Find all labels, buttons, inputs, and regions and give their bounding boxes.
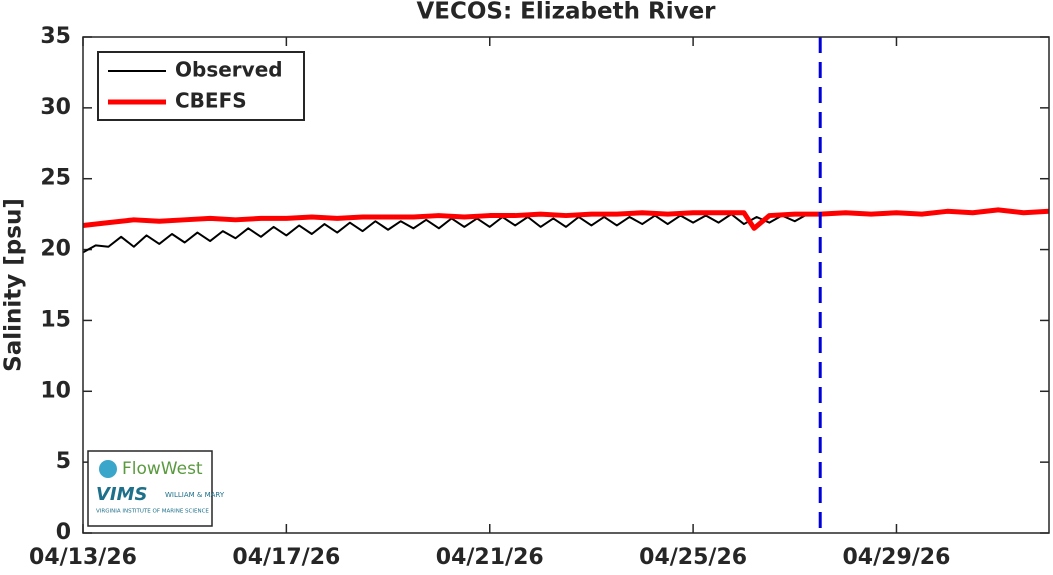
y-tick-label: 0: [56, 520, 71, 545]
x-tick-label: 04/29/26: [843, 545, 951, 570]
line-series: [82, 213, 808, 254]
line-series: [82, 207, 1050, 231]
x-tick-label: 04/21/26: [436, 545, 544, 570]
x-tick-label: 04/13/26: [29, 545, 137, 570]
y-tick-label: 5: [56, 449, 71, 474]
y-tick-label: 20: [40, 237, 71, 262]
y-axis-label: Salinity [psu]: [1, 198, 27, 372]
y-tick-label: 25: [40, 166, 71, 191]
legend-box: [97, 51, 305, 121]
x-tick-label: 04/17/26: [232, 545, 340, 570]
legend-label: CBEFS: [175, 89, 247, 113]
logo-icon: [99, 460, 117, 478]
logo: FlowWest VIMS WILLIAM & MARY VIRGINIA IN…: [87, 450, 225, 527]
x-tick-label: 04/25/26: [639, 545, 747, 570]
logo-university: WILLIAM & MARY: [165, 491, 225, 499]
logo-full-name: VIRGINIA INSTITUTE OF MARINE SCIENCE: [96, 509, 209, 515]
y-tick-label: 10: [40, 378, 71, 403]
logo-institute: VIMS: [96, 484, 148, 505]
y-tick-label: 30: [40, 95, 71, 120]
y-tick-label: 35: [40, 24, 71, 49]
logo-brand: FlowWest: [122, 459, 203, 479]
chart-title: VECOS: Elizabeth River: [416, 0, 716, 25]
legend-label: Observed: [175, 58, 283, 82]
y-tick-label: 15: [40, 307, 71, 332]
plot-frame: [82, 36, 1050, 534]
